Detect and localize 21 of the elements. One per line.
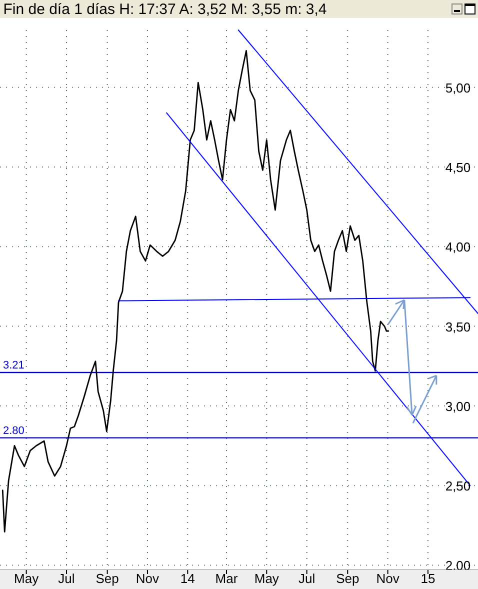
x-tick-label: Sep bbox=[336, 571, 360, 586]
x-tick-label: Nov bbox=[136, 571, 160, 586]
line-series bbox=[2, 50, 390, 532]
y-tick-label: 5,00 bbox=[445, 80, 471, 96]
chart-title: Fin de día 1 días H: 17:37 A: 3,52 M: 3,55 m: 3,4 bbox=[3, 1, 327, 18]
x-tick-label: Jul bbox=[298, 571, 316, 586]
y-tick-label: 3,50 bbox=[445, 319, 471, 334]
x-tick-label: May bbox=[254, 571, 280, 586]
ref-line-label: 2.80 bbox=[3, 424, 24, 437]
x-tick-label: 15 bbox=[420, 571, 436, 586]
y-tick-label: 3,00 bbox=[445, 398, 471, 414]
y-tick-label: 4,00 bbox=[445, 240, 471, 255]
x-tick-label: Mar bbox=[215, 571, 238, 586]
y-tick-label: 2,50 bbox=[445, 478, 471, 494]
x-tick-label: Nov bbox=[376, 571, 400, 586]
ref-line-label: 3.21 bbox=[3, 359, 24, 372]
x-tick-label: May bbox=[14, 571, 40, 586]
y-tick-label: 4,50 bbox=[445, 160, 471, 175]
x-tick-label: Sep bbox=[96, 571, 119, 586]
x-tick-label: Jul bbox=[58, 571, 75, 586]
x-tick-label: 14 bbox=[180, 571, 195, 586]
